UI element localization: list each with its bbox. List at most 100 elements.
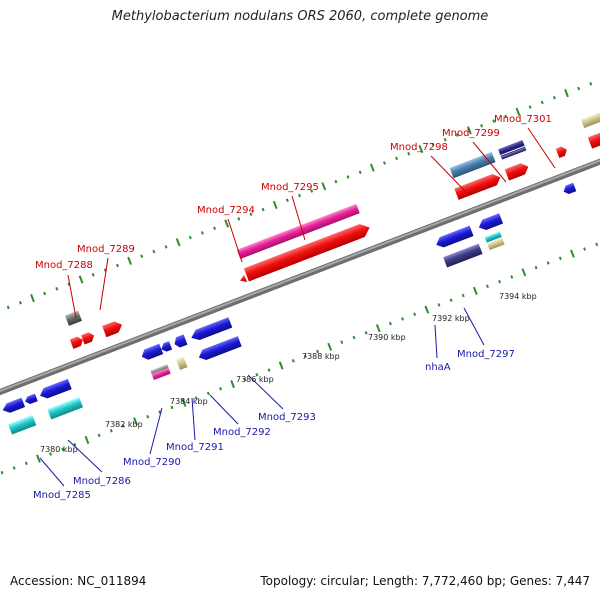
gene-Mnod_7285-cyan[interactable] (8, 414, 37, 435)
gene-Mnod_7295[interactable] (236, 203, 360, 260)
reverse-scale-tick (413, 312, 417, 316)
reverse-scale-tick (521, 268, 527, 277)
gene-label-Mnod_7293[interactable]: Mnod_7293 (258, 412, 316, 423)
gene-Mnod_7290-gray[interactable] (150, 364, 169, 375)
gene-label-nhaA[interactable]: nhaA (425, 362, 451, 373)
gene-Mnod_7285-small[interactable] (24, 393, 38, 406)
gene-Mnod_7299[interactable] (498, 140, 526, 157)
gene-Mnod_7285[interactable] (1, 397, 26, 415)
reverse-scale-tick (121, 424, 125, 428)
gene-Mnod_7301-a[interactable] (555, 145, 569, 159)
gene-Mnod_7286-cyan[interactable] (47, 397, 83, 420)
reverse-scale-tick (486, 284, 489, 289)
reverse-scale-tick (170, 405, 174, 410)
reverse-scale-tick (401, 317, 405, 321)
gene-label-Mnod_7289[interactable]: Mnod_7289 (77, 244, 135, 255)
gene-Mnod_7291-a[interactable] (160, 341, 173, 353)
gene-Mnod_7299-b[interactable] (501, 147, 527, 160)
gene-Mnod_7289-a[interactable] (69, 335, 85, 349)
gene-label-Mnod_7286[interactable]: Mnod_7286 (73, 476, 131, 487)
gene-label-Mnod_7291[interactable]: Mnod_7291 (166, 442, 224, 453)
gene-nhaA[interactable] (443, 243, 483, 268)
forward-scale-tick (504, 114, 508, 119)
kbp-label: 7384 kbp (170, 397, 208, 406)
forward-scale-tick (418, 144, 424, 154)
gene-Mnod_7297-cyan[interactable] (484, 231, 502, 243)
gene-label-Mnod_7290[interactable]: Mnod_7290 (123, 457, 181, 468)
callout-line (149, 407, 163, 455)
gene-label-Mnod_7299[interactable]: Mnod_7299 (442, 128, 500, 139)
reverse-scale-tick (158, 410, 162, 414)
gene-Mnod_7294[interactable] (243, 221, 372, 282)
gene-Mnod_7291-khaki[interactable] (176, 356, 188, 371)
reverse-scale-tick (546, 261, 550, 265)
gene-Mnod_7290-fwd[interactable] (102, 319, 124, 338)
gene-Mnod_7290-magenta[interactable] (151, 367, 171, 381)
forward-scale-tick (383, 161, 386, 165)
gene-Mnod_7297[interactable] (477, 213, 504, 232)
forward-scale-tick (480, 123, 484, 128)
gene-Mnod_7300[interactable] (562, 182, 577, 196)
gene-Mnod_7289-b[interactable] (81, 331, 96, 345)
callout-line (209, 394, 239, 425)
reverse-scale-tick (303, 354, 307, 358)
reverse-scale-tick (570, 249, 575, 258)
callout-line (227, 218, 243, 263)
forward-scale-tick (6, 305, 10, 310)
gene-Mnod_7291-b[interactable] (172, 334, 188, 349)
gene-Mnod_7301-khaki[interactable] (581, 108, 600, 129)
gene-Mnod_7299-red[interactable] (504, 161, 531, 181)
gene-Mnod_7292[interactable] (189, 317, 233, 342)
reverse-scale-tick (375, 324, 381, 333)
reverse-scale-tick (449, 298, 453, 303)
reverse-scale-tick (388, 321, 392, 326)
forward-scale-tick (188, 235, 192, 240)
forward-scale-tick (492, 119, 496, 123)
forward-scale-tick (30, 294, 35, 303)
reverse-scale-tick (437, 303, 441, 307)
gene-Mnod_7290[interactable] (140, 343, 164, 362)
forward-scale-tick (249, 212, 253, 217)
gene-Mnod_7288[interactable] (64, 310, 82, 326)
gene-Mnod_7298-red[interactable] (454, 172, 502, 200)
callout-line (434, 324, 438, 359)
gene-Mnod_7301-b[interactable] (587, 129, 600, 149)
gene-Mnod_7298[interactable] (449, 151, 496, 179)
gene-Mnod_7286[interactable] (38, 378, 72, 401)
forward-scale-tick (431, 142, 435, 147)
kbp-label: 7394 kbp (499, 292, 537, 301)
reverse-scale-tick (73, 442, 77, 447)
reverse-scale-tick (534, 265, 538, 270)
reverse-scale-tick (255, 373, 259, 377)
reverse-scale-tick (84, 435, 90, 445)
reverse-scale-tick (340, 340, 344, 344)
reverse-scale-tick (97, 433, 101, 438)
genome-backbone-highlight (0, 132, 600, 414)
forward-scale-tick (261, 207, 265, 212)
gene-Mnod_7296[interactable] (434, 225, 474, 250)
reverse-scale-tick (181, 398, 187, 407)
gene-Mnod_7293[interactable] (197, 336, 242, 362)
forward-scale-tick (577, 86, 581, 91)
kbp-label: 7390 kbp (368, 333, 406, 342)
gene-label-Mnod_7285[interactable]: Mnod_7285 (33, 490, 91, 501)
reverse-scale-tick (267, 368, 271, 372)
gene-Mnod_7297-khaki[interactable] (487, 237, 505, 251)
forward-scale-tick (200, 231, 204, 235)
gene-label-Mnod_7294[interactable]: Mnod_7294 (197, 205, 255, 216)
gene-label-Mnod_7298[interactable]: Mnod_7298 (390, 142, 448, 153)
callout-line (67, 439, 103, 473)
reverse-scale-tick (352, 335, 356, 340)
gene-label-Mnod_7297[interactable]: Mnod_7297 (457, 349, 515, 360)
gene-Mnod_7294-small[interactable] (239, 274, 248, 285)
reverse-scale-tick (36, 454, 41, 463)
callout-line (463, 307, 485, 346)
reverse-scale-tick (133, 417, 138, 426)
gene-label-Mnod_7292[interactable]: Mnod_7292 (213, 427, 271, 438)
forward-scale-tick (455, 133, 459, 137)
gene-label-Mnod_7288[interactable]: Mnod_7288 (35, 260, 93, 271)
forward-scale-tick (55, 287, 59, 291)
forward-scale-tick (540, 100, 544, 105)
gene-label-Mnod_7295[interactable]: Mnod_7295 (261, 182, 319, 193)
gene-label-Mnod_7301[interactable]: Mnod_7301 (494, 114, 552, 125)
